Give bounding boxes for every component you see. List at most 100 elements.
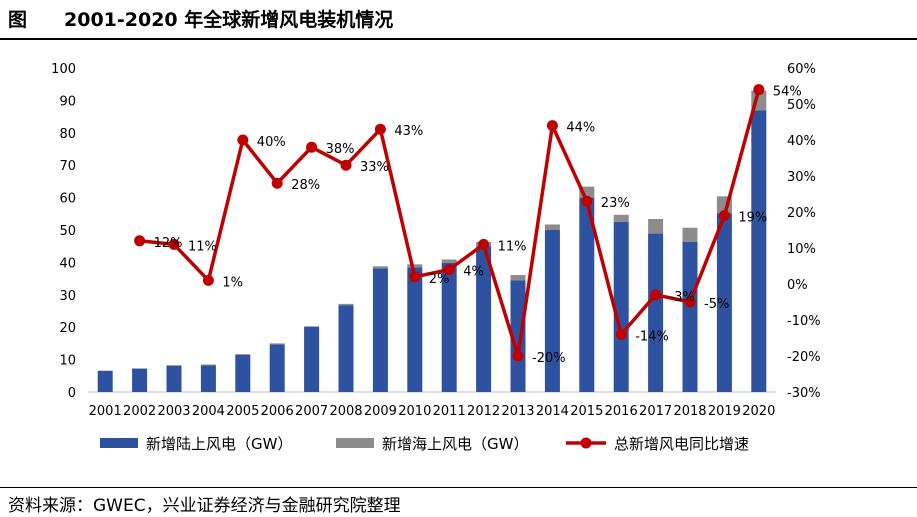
growth-point	[409, 271, 421, 283]
bar-onshore	[476, 246, 492, 392]
growth-data-label: -14%	[635, 329, 669, 344]
bar-onshore	[407, 267, 423, 392]
growth-point	[478, 238, 490, 250]
bar-offshore	[544, 224, 560, 230]
y-right-tick-label: 60%	[787, 62, 816, 77]
y-left-tick-label: 30	[59, 289, 76, 304]
growth-point	[718, 210, 730, 222]
y-left-tick-label: 0	[68, 386, 76, 401]
y-axis-right: -30% -20% -10% 0% 10% 20% 30% 40% 50% 60%	[787, 62, 821, 401]
growth-data-label: 23%	[601, 196, 630, 211]
y-left-tick-label: 60	[59, 192, 76, 207]
growth-point	[237, 134, 249, 146]
bar-offshore	[235, 354, 251, 355]
bar-onshore	[441, 262, 457, 392]
x-tick-label: 2015	[570, 404, 603, 419]
y-left-tick-label: 90	[59, 94, 76, 109]
y-right-tick-label: -30%	[787, 386, 821, 401]
y-left-tick-label: 20	[59, 321, 76, 336]
x-tick-label: 2002	[123, 404, 156, 419]
bar-onshore	[200, 365, 216, 392]
x-tick-label: 2007	[295, 404, 328, 419]
bar-offshore	[613, 214, 629, 222]
y-left-tick-label: 70	[59, 159, 76, 174]
y-right-tick-label: 40%	[787, 134, 816, 149]
bar-onshore	[544, 230, 560, 392]
x-tick-label: 2016	[605, 404, 638, 419]
growth-point	[168, 238, 180, 250]
bar-onshore	[613, 221, 629, 392]
bar-onshore	[751, 110, 767, 392]
growth-data-label: -20%	[532, 351, 566, 366]
growth-point	[340, 159, 352, 171]
bar-onshore	[269, 344, 285, 392]
growth-data-label: 4%	[463, 265, 484, 280]
bar-offshore	[648, 218, 664, 234]
growth-point	[271, 177, 283, 189]
bar-offshore	[269, 343, 285, 345]
bar-offshore	[579, 186, 595, 198]
y-right-tick-label: 0%	[787, 278, 808, 293]
growth-data-label: 11%	[498, 239, 527, 254]
legend: 新增陆上风电（GW） 新增海上风电（GW） 总新增风电同比增速	[100, 435, 749, 453]
bar-offshore	[304, 326, 320, 327]
x-tick-label: 2009	[364, 404, 397, 419]
x-tick-label: 2014	[536, 404, 569, 419]
bar-onshore	[338, 305, 354, 392]
growth-point	[202, 274, 214, 286]
growth-data-label: 2%	[429, 272, 450, 287]
top-rule	[0, 38, 917, 40]
x-tick-label: 2019	[708, 404, 741, 419]
figure-title: 2001-2020 年全球新增风电装机情况	[64, 9, 394, 31]
legend-label-onshore: 新增陆上风电（GW）	[146, 435, 292, 453]
bar-onshore	[132, 368, 148, 392]
x-tick-label: 2017	[639, 404, 672, 419]
bar-onshore	[579, 197, 595, 392]
x-tick-label: 2018	[673, 404, 706, 419]
x-tick-label: 2001	[89, 404, 122, 419]
y-left-tick-label: 40	[59, 256, 76, 271]
growth-point	[374, 123, 386, 135]
bar-onshore	[372, 268, 388, 392]
growth-point	[443, 264, 455, 276]
growth-data-label: 11%	[188, 239, 217, 254]
x-tick-label: 2003	[157, 404, 190, 419]
growth-data-label: 40%	[257, 135, 286, 150]
growth-data-label: 19%	[738, 211, 767, 226]
bar-offshore	[372, 266, 388, 269]
source-note: 资料来源：GWEC，兴业证券经济与金融研究院整理	[8, 496, 401, 516]
bar-onshore	[235, 354, 251, 392]
x-tick-label: 2004	[192, 404, 225, 419]
growth-data-label: 1%	[222, 275, 243, 290]
legend-swatch-offshore	[336, 438, 374, 448]
line-series: 12% 11% 1% 40% 28% 38% 33% 43% 2% 4% 11% -20% 44% 23%…	[134, 84, 802, 366]
growth-data-label: 54%	[773, 85, 802, 100]
growth-point	[650, 289, 662, 301]
bar-onshore	[682, 241, 698, 392]
legend-label-growth: 总新增风电同比增速	[614, 435, 749, 453]
growth-point	[512, 350, 524, 362]
growth-data-label: 28%	[291, 178, 320, 193]
bottom-rule	[0, 487, 917, 488]
figure-label: 图	[8, 9, 28, 31]
x-tick-label: 2010	[398, 404, 431, 419]
x-axis: 2001 2002 2003 2004 2005 2006 2007 2008 2009 2010…	[88, 391, 776, 419]
growth-point	[546, 120, 558, 132]
bar-series	[97, 90, 767, 392]
chart: 0 10 20 30 40 50 60 70 80 90 100 -30% -20% -10% 0% 10%…	[51, 62, 821, 453]
y-left-tick-label: 100	[51, 62, 76, 77]
growth-data-label: 43%	[394, 124, 423, 139]
bar-offshore	[407, 264, 423, 268]
growth-point	[581, 195, 593, 207]
x-tick-label: 2011	[433, 404, 466, 419]
growth-point	[306, 141, 318, 153]
growth-point	[684, 296, 696, 308]
bar-offshore	[200, 364, 216, 366]
bar-offshore	[338, 303, 354, 306]
legend-label-offshore: 新增海上风电（GW）	[382, 435, 528, 453]
bar-offshore	[510, 275, 526, 281]
y-right-tick-label: 20%	[787, 206, 816, 221]
y-right-tick-label: -20%	[787, 350, 821, 365]
growth-point	[615, 328, 627, 340]
bar-onshore	[510, 280, 526, 392]
